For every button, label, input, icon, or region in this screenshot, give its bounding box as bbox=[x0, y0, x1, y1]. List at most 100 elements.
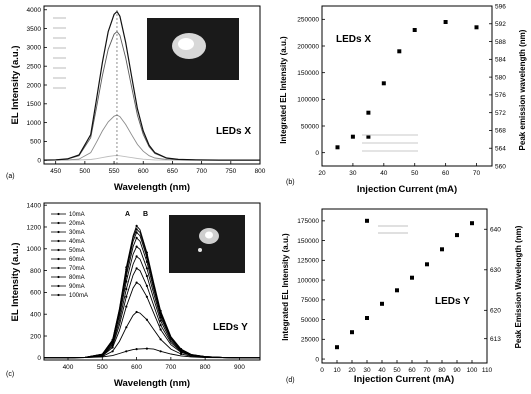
panel-b-y2-tick-label: 576 bbox=[495, 92, 506, 99]
panel-c-series-marker bbox=[145, 251, 148, 254]
panel-d-data-point bbox=[395, 288, 399, 293]
panel-b-data-point bbox=[397, 49, 402, 54]
panel-a-x-tick-label: 800 bbox=[255, 168, 266, 175]
panel-c-y-tick-label: 1000 bbox=[27, 246, 42, 253]
panel-c-y-tick-label: 1200 bbox=[27, 224, 42, 231]
panel-a-y-tick-label: 3500 bbox=[27, 26, 42, 33]
panel-c-series-marker bbox=[111, 350, 114, 353]
panel-c: 400 500 600 700 800 900 0 200 400 600 800 1000 1200 1… bbox=[6, 202, 261, 389]
panel-b-y-tick-label: 100000 bbox=[297, 97, 319, 104]
panel-b-y-tick-label: 200000 bbox=[297, 43, 319, 50]
panel-d-data-point bbox=[380, 301, 384, 306]
panel-b-data-point bbox=[350, 134, 355, 139]
panel-c-y-tick-label: 800 bbox=[30, 268, 41, 275]
panel-b-x-tick-label: 30 bbox=[349, 170, 357, 177]
panel-b: 20 30 40 50 60 70 0 50000 100000 150000 200000 2500… bbox=[279, 3, 527, 195]
panel-c-inset-photo bbox=[169, 215, 245, 273]
panel-c-legend-label: 70mA bbox=[69, 266, 85, 272]
panel-c-legend-marker bbox=[57, 275, 60, 279]
panel-d-legend bbox=[378, 225, 408, 234]
panel-c-legend-marker bbox=[57, 257, 60, 261]
panel-d-y-tick-label: 100000 bbox=[297, 277, 319, 284]
panel-c-series-marker bbox=[125, 288, 128, 291]
panel-a-series-label: LEDs X bbox=[216, 126, 251, 137]
panel-c-y-tick-label: 200 bbox=[30, 333, 41, 340]
panel-d-data-point bbox=[440, 247, 444, 252]
panel-d-frame bbox=[321, 208, 488, 364]
panel-c-series-marker bbox=[135, 348, 138, 351]
panel-c-series-marker bbox=[145, 295, 148, 298]
panel-a-y-tick-label: 2000 bbox=[27, 82, 42, 89]
panel-c-series-marker bbox=[180, 352, 183, 356]
panel-d-y-tick-label: 25000 bbox=[301, 337, 319, 344]
panel-a-y-tick-label: 0 bbox=[37, 158, 41, 165]
panel-a-x-axis-title: Wavelength (nm) bbox=[114, 182, 190, 193]
panel-d-x-tick-label: 50 bbox=[393, 367, 401, 374]
panel-c-y-tick-label: 400 bbox=[30, 312, 41, 319]
panel-d-y-tick-label: 75000 bbox=[301, 297, 319, 304]
panel-c-y-tick-label: 600 bbox=[30, 290, 41, 297]
panel-c-legend-marker bbox=[57, 221, 60, 225]
panel-d-x-tick-label: 90 bbox=[453, 367, 461, 374]
panel-a-y-tick-label: 1000 bbox=[27, 120, 42, 127]
panel-c-x-tick-label: 700 bbox=[165, 364, 176, 371]
panel-d-y2-tick-label: 630 bbox=[490, 267, 501, 274]
panel-a-x-tick-label: 500 bbox=[79, 168, 90, 175]
panel-c-series-marker bbox=[135, 281, 138, 284]
panel-d-x-tick-label: 30 bbox=[363, 367, 371, 374]
panel-c-x-axis-title: Wavelength (nm) bbox=[114, 378, 190, 389]
panel-d-data-point bbox=[410, 275, 414, 280]
panel-d-x-tick-label: 0 bbox=[320, 367, 324, 374]
panel-b-y2-tick-label: 592 bbox=[495, 21, 506, 28]
panel-d-x-tick-label: 40 bbox=[378, 367, 386, 374]
panel-c-series-marker bbox=[135, 236, 138, 239]
panel-c-series-marker bbox=[111, 346, 114, 349]
panel-b-y2-tick-label: 572 bbox=[495, 110, 506, 117]
panel-a-x-tick-label: 650 bbox=[167, 168, 178, 175]
panel-b-data-point bbox=[412, 28, 417, 32]
panel-a-y-tick-label: 500 bbox=[30, 139, 41, 146]
panel-d-x-tick-label: 60 bbox=[408, 367, 416, 374]
panel-b-x-tick-label: 70 bbox=[473, 170, 481, 177]
panel-a-x-tick-label: 550 bbox=[109, 168, 120, 175]
panel-a: 450 500 550 600 650 700 750 800 0 500 1000 1500 2000… bbox=[6, 5, 266, 193]
panel-d-y-tick-label: 50000 bbox=[301, 317, 319, 324]
panel-c-legend-label: 100mA bbox=[69, 293, 88, 299]
panel-b-y-tick-label: 50000 bbox=[301, 123, 319, 130]
panel-b-frame bbox=[321, 5, 493, 167]
panel-b-x-tick-label: 40 bbox=[380, 170, 388, 177]
panel-c-series-marker bbox=[145, 284, 148, 287]
panel-c-series-marker bbox=[145, 318, 148, 321]
panel-b-y2-tick-label: 564 bbox=[495, 146, 506, 153]
panel-d-tag: (d) bbox=[286, 377, 295, 384]
panel-b-data-point bbox=[366, 134, 371, 139]
panel-c-series-marker bbox=[135, 245, 138, 248]
panel-c-x-tick-label: 800 bbox=[200, 364, 211, 371]
panel-b-data-point bbox=[474, 25, 479, 30]
panel-c-legend-marker bbox=[57, 248, 60, 252]
panel-c-series-marker bbox=[145, 274, 148, 278]
panel-c-legend-label: 80mA bbox=[69, 275, 85, 281]
panel-c-y-tick-label: 1400 bbox=[27, 202, 42, 209]
panel-c-legend-label: 40mA bbox=[69, 239, 85, 245]
panel-b-data-point bbox=[366, 110, 371, 115]
panel-c-legend-marker bbox=[57, 212, 60, 216]
panel-a-y-axis-title: EL Intensity (a.u.) bbox=[10, 45, 21, 124]
panel-c-legend-label: 50mA bbox=[69, 248, 85, 254]
panel-c-x-tick-label: 900 bbox=[234, 364, 245, 371]
panel-b-y-axis-title: Integrated EL Intensity (a.u.) bbox=[279, 36, 288, 144]
panel-a-tag: (a) bbox=[6, 173, 15, 180]
panel-c-series-marker bbox=[125, 305, 128, 308]
panel-b-x-tick-label: 60 bbox=[442, 170, 450, 177]
panel-b-data-point bbox=[443, 20, 448, 24]
panel-d-data-point bbox=[335, 345, 339, 350]
panel-a-inset-core bbox=[178, 38, 194, 50]
panel-c-series-marker bbox=[159, 328, 162, 331]
panel-a-y-tick-label: 2500 bbox=[27, 63, 42, 70]
panel-d-x-tick-label: 110 bbox=[482, 367, 493, 374]
panel-a-x-tick-label: 600 bbox=[138, 168, 149, 175]
panel-c-tag: (c) bbox=[6, 371, 14, 378]
panel-a-legend bbox=[53, 17, 66, 89]
panel-c-legend-marker bbox=[57, 293, 60, 297]
panel-d-data-point bbox=[365, 218, 369, 223]
